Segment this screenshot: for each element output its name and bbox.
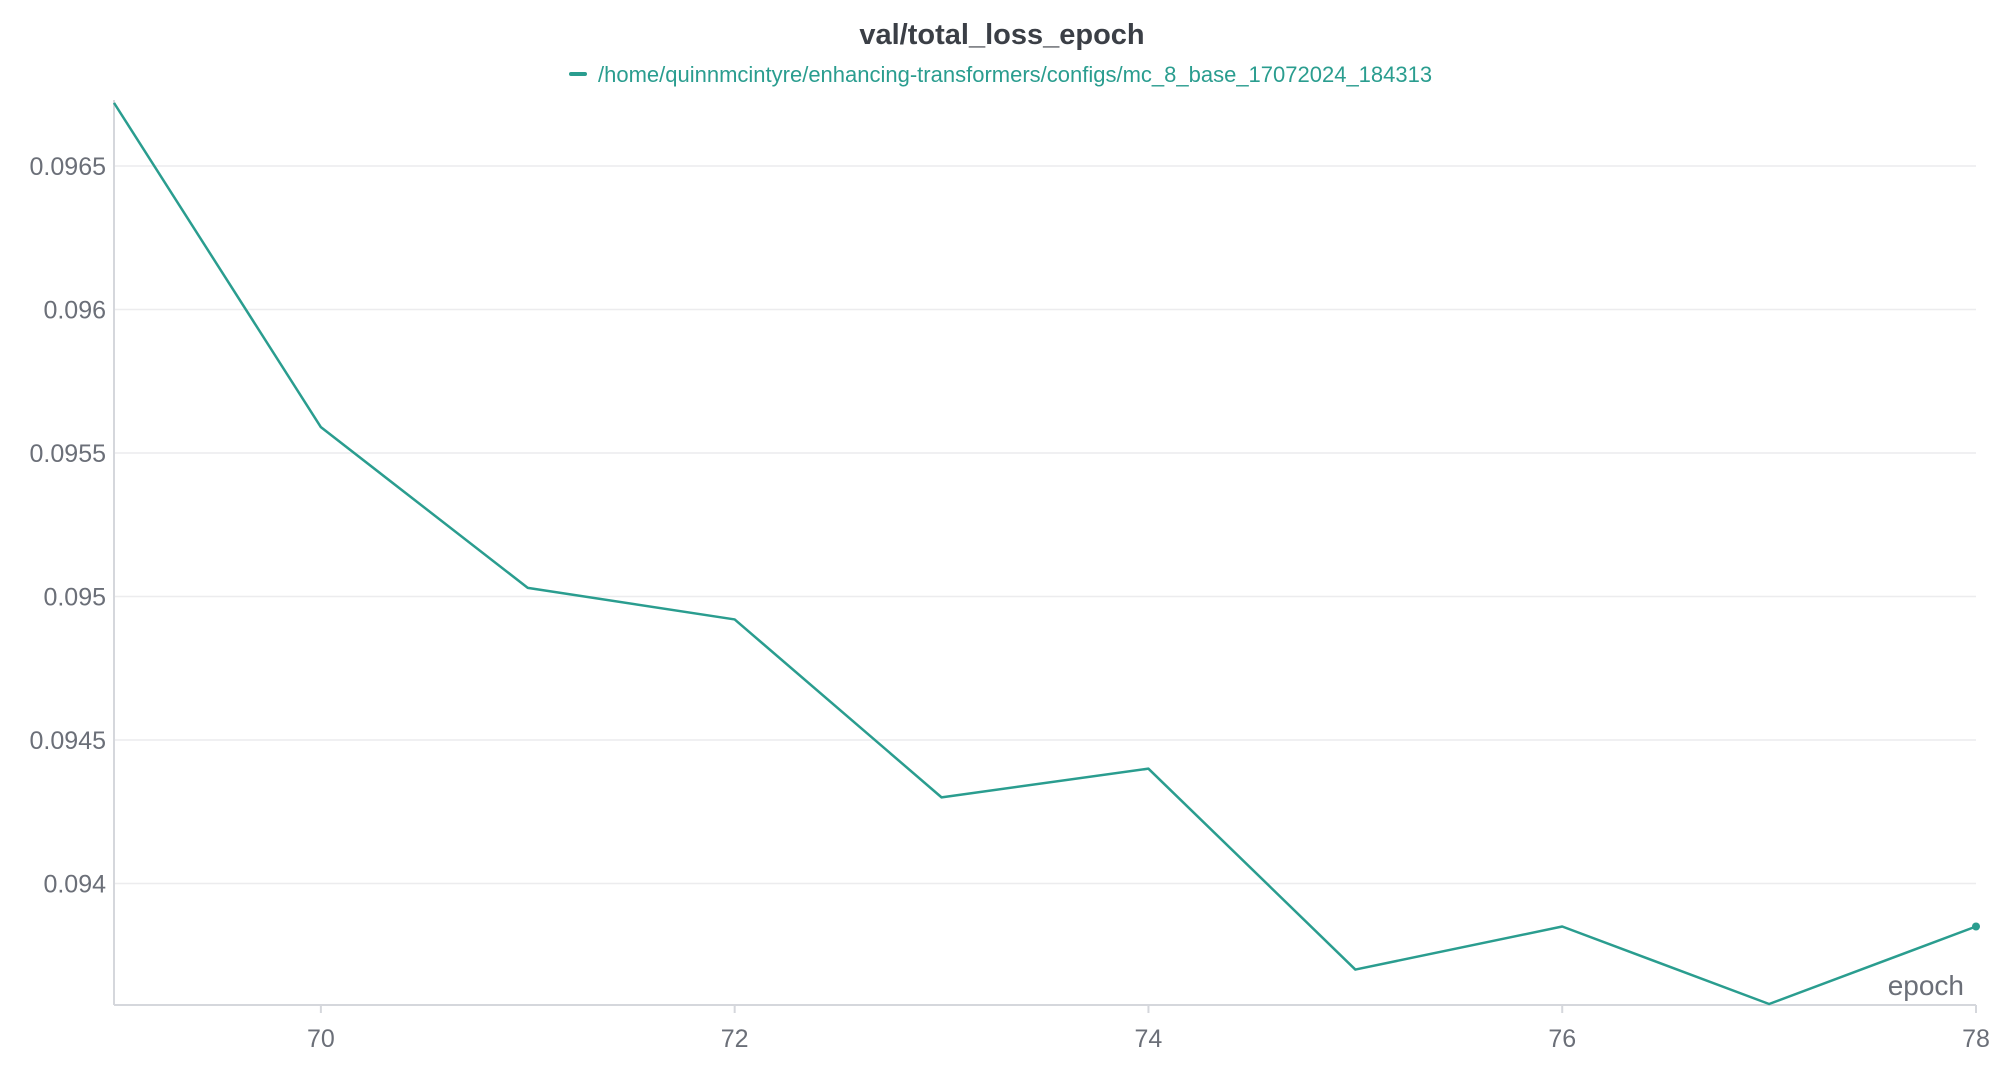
x-tick-label: 76 (1548, 1025, 1576, 1053)
data-point[interactable] (939, 794, 945, 800)
data-point[interactable] (1766, 1001, 1772, 1007)
series-line[interactable] (112, 102, 1977, 1006)
data-point[interactable] (525, 585, 531, 591)
y-tick-label: 0.0945 (30, 727, 106, 755)
data-point[interactable] (318, 424, 324, 430)
y-tick-label: 0.0965 (30, 153, 106, 181)
y-tick-label: 0.096 (43, 296, 106, 324)
data-point[interactable] (1145, 766, 1151, 772)
last-data-point[interactable] (1972, 922, 1980, 931)
x-tick-label: 74 (1135, 1025, 1163, 1053)
x-tick-label: 72 (721, 1025, 749, 1053)
legend-series-label[interactable]: /home/quinnmcintyre/enhancing-transforme… (598, 62, 1432, 87)
data-point[interactable] (732, 616, 738, 622)
axes: 70 72 74 76 78 (113, 100, 1990, 1053)
y-tick-label: 0.094 (43, 870, 106, 898)
data-point[interactable] (1352, 967, 1358, 973)
y-tick-label: 0.095 (43, 583, 106, 611)
grid: 0.094 0.0945 0.095 0.0955 0.096 0.0965 (30, 153, 1976, 898)
x-tick-label: 78 (1962, 1025, 1990, 1053)
y-tick-label: 0.0955 (30, 440, 106, 468)
series-layer (111, 100, 1980, 1007)
data-point[interactable] (111, 100, 117, 106)
legend[interactable]: /home/quinnmcintyre/enhancing-transforme… (569, 62, 1432, 87)
x-axis-label: epoch (1888, 970, 1964, 1001)
x-tick-label: 70 (307, 1025, 335, 1053)
data-point[interactable] (1559, 924, 1565, 930)
chart-title: val/total_loss_epoch (859, 19, 1144, 51)
